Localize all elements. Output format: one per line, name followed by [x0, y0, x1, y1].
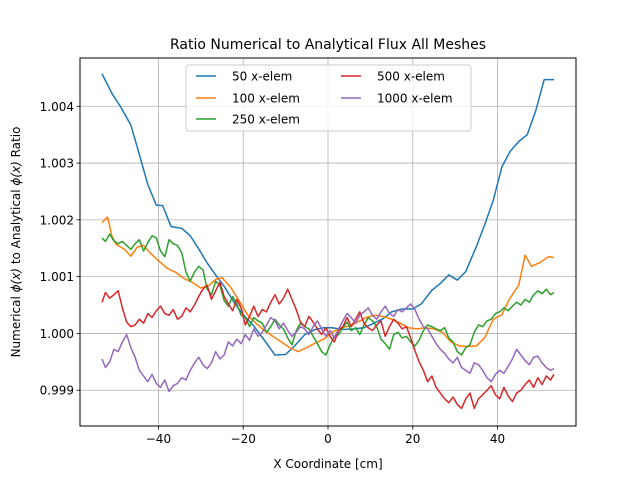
- legend-box: [185, 64, 472, 132]
- y-axis-label-part: Numerical: [9, 292, 23, 357]
- x-tick-label: −20: [231, 432, 256, 446]
- y-axis-label-math: ϕ(x): [9, 161, 23, 185]
- series-line-4: [101, 281, 555, 410]
- legend-label: 500 x-elem: [377, 70, 445, 84]
- series-line-3: [101, 233, 555, 356]
- y-axis-label-math: ϕ(x): [9, 268, 23, 292]
- chart-title: Ratio Numerical to Analytical Flux All M…: [170, 37, 486, 53]
- y-axis-label: Numerical ϕ(x) to Analytical ϕ(x) Ratio: [9, 127, 23, 358]
- legend-label: 100 x-elem: [232, 92, 300, 106]
- y-tick-label: 1.003: [40, 157, 74, 171]
- x-axis: −40 −20 0 20 40: [146, 426, 505, 446]
- series-line-1: [101, 73, 554, 356]
- legend-label: 1000 x-elem: [377, 92, 453, 106]
- y-axis-label-part: Ratio: [9, 127, 23, 162]
- x-tick-label: 20: [405, 432, 420, 446]
- x-tick-label: −40: [146, 432, 171, 446]
- series-line-5: [101, 303, 555, 393]
- series-layer: [101, 73, 555, 410]
- y-axis-label-part: to Analytical: [9, 186, 23, 268]
- y-tick-label: 1.001: [40, 270, 74, 284]
- legend-label: 250 x-elem: [232, 113, 300, 127]
- y-axis: 0.999 1.000 1.001 1.002 1.003 1.004: [40, 100, 80, 398]
- x-tick-label: 40: [490, 432, 505, 446]
- y-tick-label: 0.999: [40, 384, 74, 398]
- x-axis-label: X Coordinate [cm]: [273, 457, 382, 471]
- y-tick-label: 1.004: [40, 100, 74, 114]
- x-tick-label: 0: [324, 432, 332, 446]
- y-tick-label: 1.002: [40, 213, 74, 227]
- series-line-2: [101, 216, 555, 353]
- y-tick-label: 1.000: [40, 327, 74, 341]
- legend: 50 x-elem 100 x-elem 250 x-elem 500 x-elem 1…: [185, 64, 472, 132]
- legend-label: 50 x-elem: [232, 70, 292, 84]
